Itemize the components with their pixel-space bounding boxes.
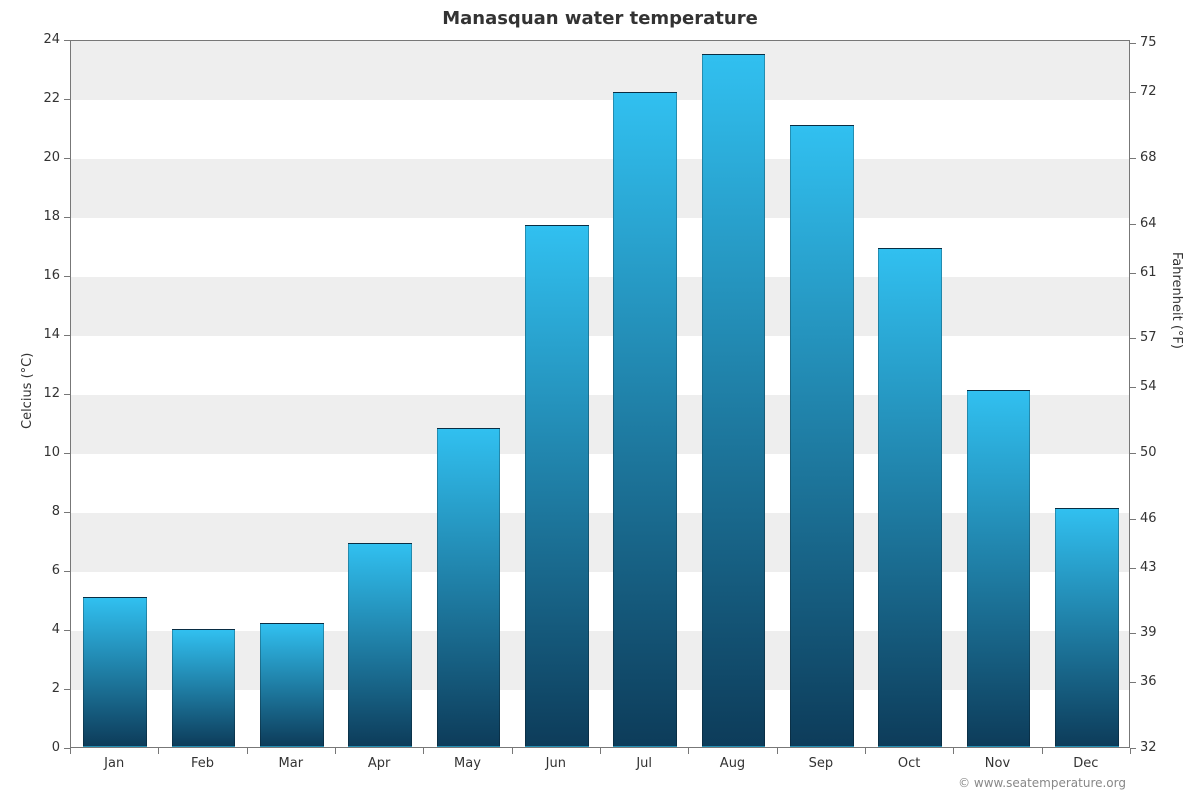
x-tick: [688, 748, 689, 754]
y-right-tick-label: 50: [1140, 445, 1157, 460]
y-right-tick-label: 57: [1140, 330, 1157, 345]
y-left-tick-label: 6: [52, 563, 60, 578]
y-right-tick-label: 54: [1140, 379, 1157, 394]
y-left-tick: [64, 512, 70, 513]
x-tick-label: Dec: [1042, 756, 1130, 771]
bar-feb: [172, 629, 236, 747]
credit-text: © www.seatemperature.org: [958, 776, 1126, 790]
bar-nov: [967, 390, 1031, 747]
y-left-tick-label: 20: [43, 150, 60, 165]
x-tick: [777, 748, 778, 754]
bar-mar: [260, 623, 324, 747]
bar-jan: [83, 597, 147, 747]
y-right-tick: [1130, 633, 1136, 634]
y-axis-left-title: Celcius (°C): [20, 353, 35, 429]
y-right-tick-label: 39: [1140, 625, 1157, 640]
x-tick: [512, 748, 513, 754]
x-tick: [423, 748, 424, 754]
y-left-tick-label: 2: [52, 681, 60, 696]
y-left-tick-label: 22: [43, 91, 60, 106]
y-right-tick-label: 68: [1140, 150, 1157, 165]
bar-aug: [702, 54, 766, 747]
y-left-tick: [64, 99, 70, 100]
y-left-tick: [64, 689, 70, 690]
x-tick-label: Jun: [512, 756, 600, 771]
x-tick: [1130, 748, 1131, 754]
x-tick: [600, 748, 601, 754]
bar-may: [437, 428, 501, 747]
y-right-tick-label: 32: [1140, 740, 1157, 755]
y-right-tick-label: 36: [1140, 674, 1157, 689]
x-tick-label: Jan: [70, 756, 158, 771]
bar-apr: [348, 543, 412, 747]
plot-area: [70, 40, 1130, 748]
grid-band: [71, 277, 1129, 336]
x-tick-label: Aug: [688, 756, 776, 771]
y-right-tick-label: 75: [1140, 35, 1157, 50]
x-tick-label: Feb: [158, 756, 246, 771]
x-tick-label: Apr: [335, 756, 423, 771]
x-tick: [865, 748, 866, 754]
y-left-tick: [64, 630, 70, 631]
y-left-tick-label: 4: [52, 622, 60, 637]
y-left-tick-label: 12: [43, 386, 60, 401]
y-right-tick: [1130, 158, 1136, 159]
water-temperature-chart: Manasquan water temperature Celcius (°C)…: [0, 0, 1200, 800]
y-right-tick-label: 43: [1140, 560, 1157, 575]
x-tick-label: Mar: [247, 756, 335, 771]
y-right-tick: [1130, 43, 1136, 44]
x-tick-label: Oct: [865, 756, 953, 771]
x-tick-label: May: [423, 756, 511, 771]
y-right-tick: [1130, 273, 1136, 274]
y-right-tick-label: 64: [1140, 216, 1157, 231]
y-left-tick: [64, 335, 70, 336]
x-tick: [953, 748, 954, 754]
bar-jun: [525, 225, 589, 747]
bar-dec: [1055, 508, 1119, 747]
y-left-tick: [64, 394, 70, 395]
y-right-tick-label: 72: [1140, 84, 1157, 99]
y-left-tick-label: 10: [43, 445, 60, 460]
y-left-tick: [64, 158, 70, 159]
y-right-tick: [1130, 519, 1136, 520]
y-left-tick-label: 14: [43, 327, 60, 342]
y-right-tick: [1130, 224, 1136, 225]
y-left-tick-label: 24: [43, 32, 60, 47]
y-left-tick-label: 16: [43, 268, 60, 283]
x-tick: [247, 748, 248, 754]
x-tick: [1042, 748, 1043, 754]
x-tick-label: Nov: [953, 756, 1041, 771]
chart-title: Manasquan water temperature: [0, 8, 1200, 29]
x-tick: [70, 748, 71, 754]
y-right-tick-label: 46: [1140, 511, 1157, 526]
y-right-tick: [1130, 338, 1136, 339]
y-right-tick: [1130, 387, 1136, 388]
y-right-tick: [1130, 453, 1136, 454]
bar-sep: [790, 125, 854, 747]
grid-band: [71, 41, 1129, 100]
y-right-tick: [1130, 682, 1136, 683]
y-left-tick-label: 18: [43, 209, 60, 224]
y-left-tick: [64, 276, 70, 277]
bar-oct: [878, 248, 942, 747]
y-left-tick-label: 8: [52, 504, 60, 519]
y-right-tick: [1130, 568, 1136, 569]
grid-band: [71, 159, 1129, 218]
x-tick: [158, 748, 159, 754]
y-right-tick: [1130, 92, 1136, 93]
y-left-tick-label: 0: [52, 740, 60, 755]
x-tick: [335, 748, 336, 754]
x-tick-label: Sep: [777, 756, 865, 771]
y-left-tick: [64, 571, 70, 572]
y-left-tick: [64, 40, 70, 41]
x-tick-label: Jul: [600, 756, 688, 771]
y-left-tick: [64, 453, 70, 454]
y-axis-right-title: Fahrenheit (°F): [1169, 252, 1184, 349]
y-right-tick-label: 61: [1140, 265, 1157, 280]
y-left-tick: [64, 217, 70, 218]
bar-jul: [613, 92, 677, 747]
